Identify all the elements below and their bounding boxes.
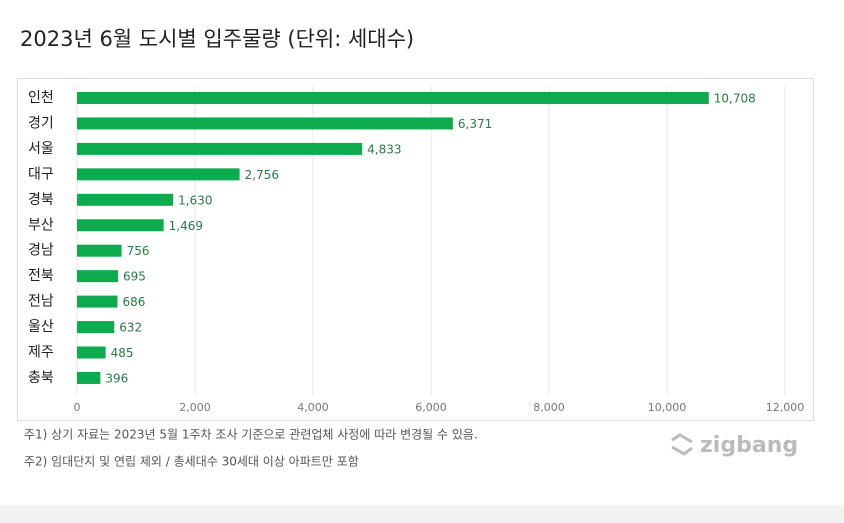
bar bbox=[77, 244, 122, 257]
value-label: 1,469 bbox=[169, 219, 203, 233]
bar bbox=[77, 168, 240, 181]
value-label: 485 bbox=[111, 346, 134, 360]
value-label: 2,756 bbox=[245, 168, 279, 182]
value-label: 4,833 bbox=[367, 142, 401, 156]
y-tick-label: 경북 bbox=[28, 192, 54, 208]
x-tick-label: 10,000 bbox=[648, 401, 687, 414]
plot-frame bbox=[17, 78, 814, 421]
bar bbox=[77, 270, 119, 283]
y-tick-label: 대구 bbox=[28, 166, 54, 182]
y-tick-label: 전북 bbox=[28, 268, 54, 284]
y-tick-label: 경남 bbox=[28, 243, 54, 259]
bar bbox=[77, 142, 363, 155]
bar bbox=[77, 193, 174, 206]
bar bbox=[77, 321, 115, 334]
y-tick-label: 충북 bbox=[28, 370, 54, 386]
value-label: 632 bbox=[119, 321, 142, 335]
y-tick-label: 서울 bbox=[28, 141, 54, 157]
y-tick-label: 제주 bbox=[28, 345, 54, 361]
chart-title: 2023년 6월 도시별 입주물량 (단위: 세대수) bbox=[20, 27, 414, 51]
y-tick-label: 경기 bbox=[28, 115, 54, 131]
value-label: 686 bbox=[122, 295, 145, 309]
value-label: 10,708 bbox=[714, 92, 756, 106]
x-tick-label: 12,000 bbox=[766, 401, 805, 414]
footnote: 주1) 상기 자료는 2023년 5월 1주차 조사 기준으로 관련업체 사정에… bbox=[24, 428, 478, 442]
value-label: 695 bbox=[123, 270, 146, 284]
y-tick-label: 인천 bbox=[28, 90, 54, 106]
bar bbox=[77, 371, 101, 384]
y-tick-label: 울산 bbox=[28, 319, 54, 335]
bar bbox=[77, 117, 453, 130]
bar bbox=[77, 219, 164, 232]
footnote: 주2) 임대단지 및 연립 제외 / 총세대수 30세대 이상 아파트만 포함 bbox=[24, 455, 359, 469]
value-label: 396 bbox=[105, 371, 128, 385]
bar bbox=[77, 92, 709, 104]
value-label: 6,371 bbox=[458, 117, 492, 131]
x-tick-label: 0 bbox=[74, 401, 81, 414]
logo-icon bbox=[671, 433, 693, 456]
x-tick-label: 2,000 bbox=[179, 401, 211, 414]
bottom-band bbox=[0, 505, 844, 523]
bar bbox=[77, 346, 106, 359]
y-tick-label: 부산 bbox=[28, 217, 54, 233]
value-label: 756 bbox=[127, 244, 150, 258]
value-label: 1,630 bbox=[178, 193, 212, 207]
y-tick-label: 전남 bbox=[28, 294, 54, 310]
x-tick-label: 6,000 bbox=[415, 401, 447, 414]
logo: zigbang bbox=[700, 433, 798, 458]
bar bbox=[77, 295, 118, 308]
x-tick-label: 4,000 bbox=[297, 401, 329, 414]
x-tick-label: 8,000 bbox=[533, 401, 565, 414]
